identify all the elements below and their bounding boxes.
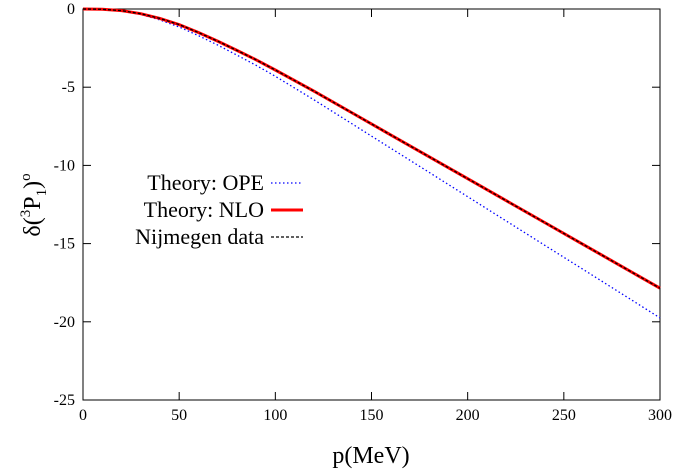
x-tick-label: 200 bbox=[456, 407, 480, 424]
y-axis-label: δ(3P1)o bbox=[18, 173, 50, 236]
y-tick-label: 0 bbox=[67, 1, 75, 18]
series-line-0 bbox=[82, 8, 661, 319]
series-line-1 bbox=[82, 7, 661, 290]
axis-tick-labels: 0 50 100 150 200 250 300 0 -5 -10 -15 -20 -25 bbox=[54, 1, 672, 424]
x-tick-label: 50 bbox=[171, 407, 187, 424]
x-tick-label: 150 bbox=[360, 407, 384, 424]
series-layer bbox=[82, 7, 661, 319]
legend-label-2: Nijmegen data bbox=[135, 224, 264, 249]
x-axis-label: p(MeV) bbox=[332, 443, 409, 469]
y-tick-label: -10 bbox=[54, 157, 75, 174]
x-tick-label: 250 bbox=[552, 407, 576, 424]
legend-label-1: Theory: NLO bbox=[144, 197, 264, 222]
y-tick-label: -5 bbox=[62, 79, 75, 96]
legend-label-0: Theory: OPE bbox=[147, 170, 264, 195]
y-label-main: P bbox=[20, 196, 46, 209]
x-tick-label: 0 bbox=[79, 407, 87, 424]
y-label-close: ) bbox=[20, 181, 46, 189]
y-tick-label: -20 bbox=[54, 314, 75, 331]
y-tick-label: -15 bbox=[54, 236, 75, 253]
x-tick-label: 100 bbox=[263, 407, 287, 424]
y-tick-label: -25 bbox=[54, 392, 75, 409]
svg-text:δ(3P1)o: δ(3P1)o bbox=[18, 173, 50, 236]
y-label-sub: 1 bbox=[34, 189, 50, 197]
x-tick-label: 300 bbox=[648, 407, 672, 424]
axis-ticks bbox=[82, 8, 661, 401]
y-label-sup1: 3 bbox=[18, 210, 34, 218]
y-label-sup2: o bbox=[18, 173, 34, 181]
y-label-base: δ( bbox=[20, 217, 46, 236]
